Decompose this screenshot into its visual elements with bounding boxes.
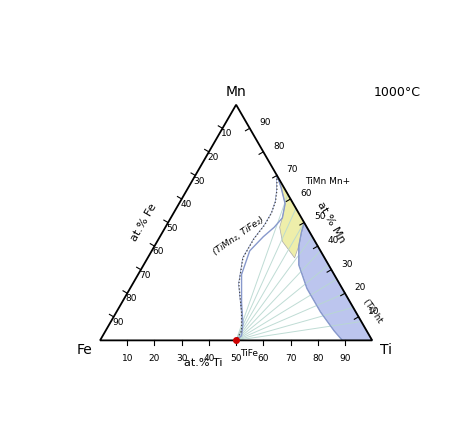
Text: 80: 80 [312, 354, 324, 363]
Text: 60: 60 [257, 354, 269, 363]
Text: 80: 80 [126, 294, 137, 304]
Text: 90: 90 [339, 354, 351, 363]
Text: TiFe: TiFe [240, 349, 258, 358]
Text: TiMn Mn+: TiMn Mn+ [306, 177, 351, 186]
Text: 40: 40 [180, 200, 191, 209]
Polygon shape [236, 176, 342, 340]
Text: 10: 10 [121, 354, 133, 363]
Text: 20: 20 [355, 283, 366, 292]
Text: (TiMn₂, TiFe₂): (TiMn₂, TiFe₂) [211, 215, 266, 257]
Text: 1000°C: 1000°C [374, 86, 421, 99]
Text: 30: 30 [193, 177, 205, 186]
Text: 10: 10 [221, 129, 232, 138]
Text: 40: 40 [203, 354, 215, 363]
Text: 60: 60 [301, 189, 312, 198]
Text: Ti: Ti [380, 343, 392, 357]
Text: 30: 30 [176, 354, 187, 363]
Text: 70: 70 [285, 354, 296, 363]
Text: 40: 40 [328, 236, 339, 245]
Text: 20: 20 [149, 354, 160, 363]
Text: 20: 20 [207, 153, 219, 162]
Text: Fe: Fe [76, 343, 92, 357]
Polygon shape [236, 176, 285, 340]
Text: 10: 10 [368, 307, 380, 316]
Text: 30: 30 [341, 260, 353, 268]
Text: 60: 60 [153, 247, 164, 256]
Text: 50: 50 [166, 224, 178, 233]
Text: 90: 90 [112, 318, 123, 327]
Text: at.% Mn: at.% Mn [316, 200, 347, 245]
Text: 50: 50 [230, 354, 242, 363]
Text: 80: 80 [273, 142, 284, 151]
Text: 50: 50 [314, 212, 326, 222]
Text: at.% Fe: at.% Fe [129, 202, 158, 243]
Text: (Ti) ht: (Ti) ht [361, 298, 384, 325]
Text: Mn: Mn [226, 85, 246, 99]
Text: 70: 70 [287, 165, 298, 174]
Polygon shape [299, 223, 372, 340]
Polygon shape [277, 176, 304, 258]
Text: 70: 70 [139, 271, 151, 280]
Text: 90: 90 [259, 118, 271, 127]
Text: at.% Ti: at.% Ti [184, 358, 223, 368]
